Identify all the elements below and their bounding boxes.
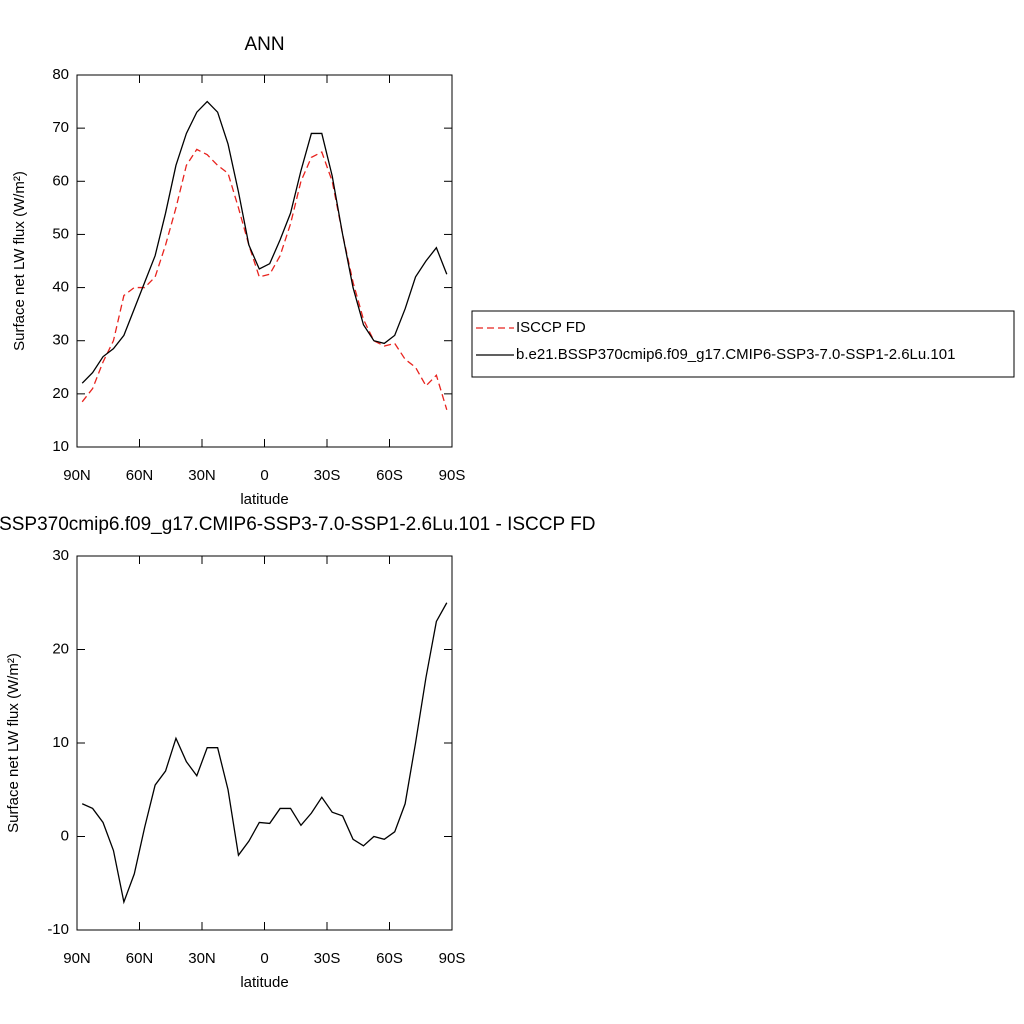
x-tick-label: 30S	[314, 467, 341, 484]
x-tick-label: 60S	[376, 950, 403, 967]
y-tick-label: 30	[52, 332, 69, 349]
data-line	[81, 100, 448, 384]
x-tick-label: 90N	[63, 467, 91, 484]
y-tick-label: 10	[52, 734, 69, 751]
legend-label: ISCCP FD	[516, 319, 586, 336]
x-axis-label: latitude	[240, 491, 288, 508]
y-tick-label: 50	[52, 225, 69, 242]
data-line	[81, 148, 448, 410]
x-tick-label: 30S	[314, 950, 341, 967]
x-tick-label: 90S	[439, 950, 466, 967]
x-tick-label: 60N	[126, 950, 154, 967]
x-tick-label: 90S	[439, 467, 466, 484]
chart-title: b.e21.BSSP370cmip6.f09_g17.CMIP6-SSP3-7.…	[0, 514, 595, 535]
y-tick-label: 30	[52, 547, 69, 564]
chart-title: ANN	[244, 34, 284, 55]
y-tick-label: 70	[52, 119, 69, 136]
plot-frame	[76, 74, 453, 448]
data-line	[81, 602, 448, 905]
y-tick-label: -10	[47, 921, 69, 938]
y-tick-label: 20	[52, 640, 69, 657]
x-tick-label: 30N	[188, 950, 216, 967]
x-tick-label: 0	[260, 950, 268, 967]
y-tick-label: 60	[52, 172, 69, 189]
x-tick-label: 30N	[188, 467, 216, 484]
x-tick-label: 0	[260, 467, 268, 484]
x-tick-label: 60S	[376, 467, 403, 484]
x-tick-label: 90N	[63, 950, 91, 967]
legend-label: b.e21.BSSP370cmip6.f09_g17.CMIP6-SSP3-7.…	[516, 346, 955, 363]
y-tick-label: 0	[61, 827, 69, 844]
y-axis-label: Surface net LW flux (W/m²)	[11, 171, 28, 351]
y-tick-label: 10	[52, 438, 69, 455]
y-axis-label: Surface net LW flux (W/m²)	[5, 653, 22, 833]
y-tick-label: 20	[52, 385, 69, 402]
plot-frame	[76, 555, 453, 931]
legend-box	[471, 310, 1015, 378]
x-axis-label: latitude	[240, 974, 288, 991]
x-tick-label: 60N	[126, 467, 154, 484]
y-tick-label: 80	[52, 66, 69, 83]
y-tick-label: 40	[52, 279, 69, 296]
